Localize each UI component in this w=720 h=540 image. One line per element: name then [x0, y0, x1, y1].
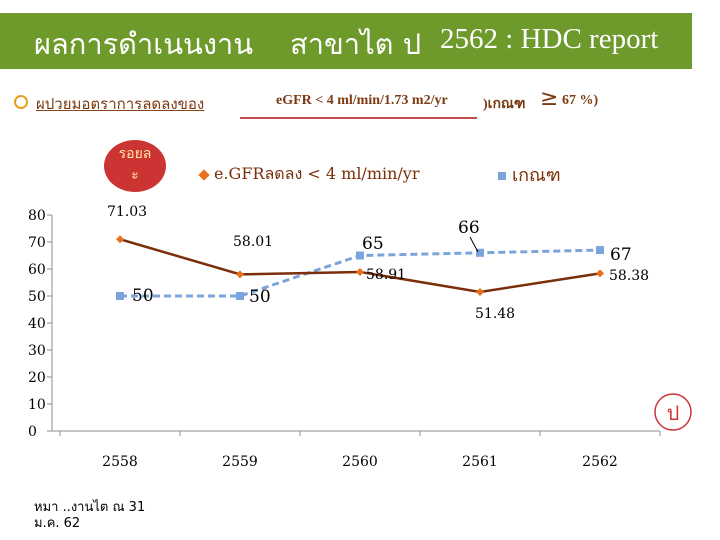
footnote-line1: หมา ..งานไต ณ 31 [34, 500, 146, 515]
series-b-data-label: 67 [610, 245, 632, 265]
data-label-leader [469, 236, 479, 253]
legend-square-icon [498, 172, 506, 180]
series-a-point [236, 270, 244, 279]
series-b-point [596, 246, 604, 255]
series-a-data-label: 58.38 [609, 268, 649, 284]
subtitle-part-e: 67 %) [562, 93, 599, 108]
series-a-point [116, 235, 124, 244]
corner-badge-circle [654, 393, 692, 431]
subtitle-underline [240, 117, 477, 119]
x-tick-label: 2561 [462, 454, 498, 470]
series-a-data-label: 58.01 [233, 234, 273, 250]
series-a-data-label: 51.48 [475, 306, 515, 322]
title-banner: ผลการดำเนนงาน สาขาไต ป 2562 : HDC report [0, 13, 692, 69]
series-b-point [116, 292, 124, 300]
series-a-data-label: 71.03 [107, 204, 147, 220]
unit-badge: รอยล ะ [104, 140, 166, 192]
y-tick-label: 0 [28, 424, 37, 440]
title-right: 2562 : HDC report [440, 23, 659, 55]
unit-badge-line2: ะ [131, 167, 139, 183]
subtitle: ผปวยมอตราการลดลงของ eGFR < 4 ml/min/1.73… [0, 86, 720, 122]
x-tick-label: 2560 [342, 454, 378, 470]
y-tick-label: 60 [28, 262, 46, 278]
y-tick-label: 20 [28, 370, 46, 386]
legend-series-a: e.GFRลดลง < 4 ml/min/yr [198, 162, 420, 187]
series-b-point [236, 292, 244, 300]
series-b-point [476, 248, 484, 257]
legend-series-b-label: เกณฑ [512, 165, 561, 186]
legend-series-b: เกณฑ [498, 160, 561, 189]
y-tick-label: 80 [28, 208, 46, 224]
subtitle-part-a: ผปวยมอตราการลดลงของ [36, 95, 205, 113]
series-b-data-label: 50 [132, 286, 154, 306]
series-a-point [356, 267, 364, 276]
series-a-point [596, 269, 604, 278]
y-tick-label: 70 [28, 235, 46, 251]
y-tick-label: 30 [28, 343, 46, 359]
legend-series-a-label: e.GFRลดลง < 4 ml/min/yr [214, 164, 420, 183]
unit-badge-line1: รอยล [118, 146, 152, 162]
y-tick-label: 40 [28, 316, 46, 332]
corner-badge-label: ป [667, 401, 680, 425]
series-a-point [476, 288, 484, 297]
footnote-line2: ม.ค. 62 [34, 516, 81, 531]
footnote: หมา ..งานไต ณ 31 ม.ค. 62 [34, 500, 145, 532]
x-tick-label: 2559 [222, 454, 258, 470]
bullet-circle-icon [14, 95, 28, 109]
x-tick-label: 2562 [582, 454, 618, 470]
series-b-data-label: 65 [362, 234, 384, 254]
subtitle-part-c: )เกณฑ [483, 97, 526, 112]
series-a-line [119, 238, 601, 294]
series-b-data-label: 66 [458, 218, 480, 238]
series-b-point [356, 251, 364, 260]
subtitle-part-b: eGFR < 4 ml/min/1.73 m2/yr [276, 93, 448, 108]
y-tick-label: 10 [28, 397, 46, 413]
y-tick-label: 50 [28, 289, 46, 305]
series-b-data-label: 50 [249, 287, 271, 307]
x-tick-label: 2558 [102, 454, 138, 470]
title-mid: สาขาไต ป [290, 27, 422, 61]
subtitle-part-d: ≥ [540, 86, 559, 111]
series-a-data-label: 58.91 [366, 267, 406, 283]
title-left: ผลการดำเนนงาน [34, 27, 254, 61]
